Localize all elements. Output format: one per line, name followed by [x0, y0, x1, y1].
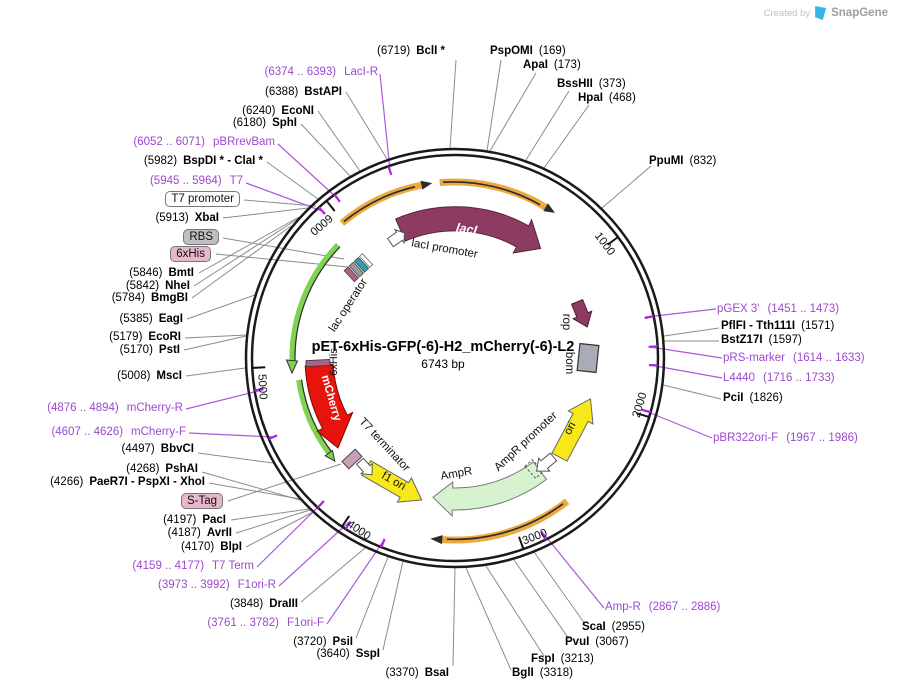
primer-ticks [254, 165, 658, 548]
ori-label[interactable]: ori [562, 420, 579, 437]
primer-label-f1ori-r[interactable]: (3973 .. 3992) F1ori-R [158, 579, 276, 591]
primer-label-t7[interactable]: (5945 .. 5964) T7 [149, 175, 243, 187]
plasmid-ring-outer [244, 147, 666, 569]
lac-operator-label[interactable]: lac operator [327, 276, 370, 334]
plasmid-ring-inner [250, 153, 660, 563]
f1-ori-feature-arrow[interactable] [359, 456, 428, 512]
watermark: Created by SnapGene [764, 6, 888, 20]
site-label-nhei[interactable]: (5842) NheI [125, 280, 190, 292]
laci-feature-arrow[interactable] [394, 206, 542, 254]
title-block: pET-6xHis-GFP(-6)-H2_mCherry(-6)-L2 6743… [243, 339, 643, 371]
rop-feature-arrow[interactable] [568, 298, 597, 331]
primer-label-f1ori-f[interactable]: (3761 .. 3782) F1ori-F [207, 617, 324, 629]
tick-label-1000: 1000 [592, 230, 617, 258]
site-label-msci[interactable]: (5008) MscI [117, 370, 182, 382]
site-label-psti[interactable]: (5170) PstI [119, 344, 180, 356]
site-label-apai[interactable]: ApaI (173) [523, 59, 581, 71]
sixhis-tag-label[interactable]: 6xHis [328, 348, 340, 376]
site-label-pcii[interactable]: PciI (1826) [723, 392, 783, 404]
primer-label-pbr322ori-f[interactable]: pBR322ori-F (1967 .. 1986) [713, 432, 858, 444]
site-label-bbvci[interactable]: (4497) BbvCI [121, 443, 194, 455]
plasmid-name: pET-6xHis-GFP(-6)-H2_mCherry(-6)-L2 [311, 339, 575, 355]
site-label-pvui[interactable]: PvuI (3067) [565, 636, 629, 648]
ori-feature-arrow[interactable] [547, 392, 603, 463]
site-label-hpai[interactable]: HpaI (468) [578, 92, 636, 104]
site-label-ppumi[interactable]: PpuMI (832) [649, 155, 717, 167]
sixhis-feature-cap[interactable] [305, 358, 331, 368]
laci-label[interactable]: lacI [455, 221, 478, 238]
watermark-created-by: Created by [763, 7, 811, 19]
feature-box-label-t7-promoter[interactable]: T7 promoter [165, 191, 240, 207]
site-label-sspi[interactable]: (3640) SspI [316, 648, 380, 660]
orf-arc-bottom [430, 498, 570, 545]
primer-label-l4440[interactable]: L4440 (1716 .. 1733) [723, 372, 835, 384]
primer-label-mcherry-f[interactable]: (4607 .. 4626) mCherry-F [51, 426, 186, 438]
t7-terminator-box[interactable] [341, 448, 363, 470]
scale-ticks [252, 200, 650, 550]
bom-label[interactable]: bom [563, 352, 575, 374]
orf-arc-green-lower [296, 379, 336, 463]
primer-label-pbrrevbam[interactable]: (6052 .. 6071) pBRrevBam [133, 136, 275, 148]
primer-label-prs-marker[interactable]: pRS-marker (1614 .. 1633) [723, 352, 865, 364]
primer-label-mcherry-r[interactable]: (4876 .. 4894) mCherry-R [47, 402, 183, 414]
mcs-feature-cluster[interactable] [343, 253, 374, 283]
laci-promoter-label[interactable]: lacI promoter [410, 237, 478, 261]
site-label-paer7i[interactable]: (4266) PaeR7I - PspXI - XhoI [50, 476, 205, 488]
laci-promoter-arrow[interactable] [386, 226, 409, 249]
site-label-ecori[interactable]: (5179) EcoRI [109, 331, 181, 343]
site-label-bstapi[interactable]: (6388) BstAPI [265, 86, 342, 98]
site-label-bsshii[interactable]: BssHII (373) [557, 78, 626, 90]
bom-feature-box[interactable] [576, 342, 600, 374]
mcherry-feature-arrow[interactable] [304, 363, 354, 449]
ampr-feature-arrow[interactable] [432, 461, 548, 518]
site-label-fspi[interactable]: FspI (3213) [531, 653, 594, 665]
site-label-avrii[interactable]: (4187) AvrII [167, 527, 232, 539]
ampr-label[interactable]: AmpR [440, 465, 474, 482]
site-label-bgli[interactable]: BglI (3318) [512, 667, 573, 679]
snapgene-logo-icon [815, 6, 827, 20]
primer-label-t7-term[interactable]: (4159 .. 4177) T7 Term [132, 560, 254, 572]
site-label-xbai[interactable]: (5913) XbaI [155, 212, 219, 224]
feature-box-label-6xhis[interactable]: 6xHis [170, 246, 211, 262]
site-label-pspomi[interactable]: PspOMI (169) [490, 45, 566, 57]
orf-arc-green-upper [285, 242, 341, 375]
site-label-paci[interactable]: (4197) PacI [163, 514, 226, 526]
site-label-scai[interactable]: ScaI (2955) [582, 621, 645, 633]
watermark-brand: SnapGene [831, 7, 888, 19]
primer-label-amp-r[interactable]: Amp-R (2867 .. 2886) [605, 601, 721, 613]
site-label-bspdi-clai[interactable]: (5982) BspDI * - ClaI * [143, 155, 263, 167]
orf-arc-top [339, 178, 555, 226]
ampr-promoter-arrow[interactable] [531, 450, 559, 477]
site-label-pflfi-tth111i[interactable]: PflFI - Tth111I (1571) [721, 320, 835, 332]
site-label-blpi[interactable]: (4170) BlpI [181, 541, 242, 553]
feature-box-label-s-tag[interactable]: S-Tag [180, 493, 223, 509]
site-label-econi[interactable]: (6240) EcoNI [242, 105, 314, 117]
site-label-pshai[interactable]: (4268) PshAI [126, 463, 198, 475]
feature-box-label-rbs[interactable]: RBS [183, 229, 219, 245]
site-label-bsai[interactable]: (3370) BsaI [385, 667, 449, 679]
site-label-eagi[interactable]: (5385) EagI [119, 313, 183, 325]
site-label-draiii[interactable]: (3848) DraIII [229, 598, 298, 610]
tick-label-2000: 2000 [631, 391, 650, 419]
site-label-sphi[interactable]: (6180) SphI [232, 117, 297, 129]
terminator-white-arrow [355, 457, 373, 476]
site-label-bcli[interactable]: (6719) BclI * [376, 45, 445, 57]
site-label-psii[interactable]: (3720) PsiI [293, 636, 353, 648]
primer-label-pgex-3[interactable]: pGEX 3' (1451 .. 1473) [717, 303, 840, 315]
site-label-bstz17i[interactable]: BstZ17I (1597) [721, 334, 802, 346]
tick-label-5000: 5000 [255, 374, 268, 400]
primer-callout-lines [185, 73, 723, 625]
rop-label[interactable]: rop [560, 314, 572, 331]
site-label-bmti[interactable]: (5846) BmtI [129, 267, 194, 279]
primer-label-laci-r[interactable]: (6374 .. 6393) LacI-R [264, 66, 378, 78]
plasmid-size: 6743 bp [421, 357, 465, 371]
site-label-bmgbi[interactable]: (5784) BmgBI [111, 292, 188, 304]
